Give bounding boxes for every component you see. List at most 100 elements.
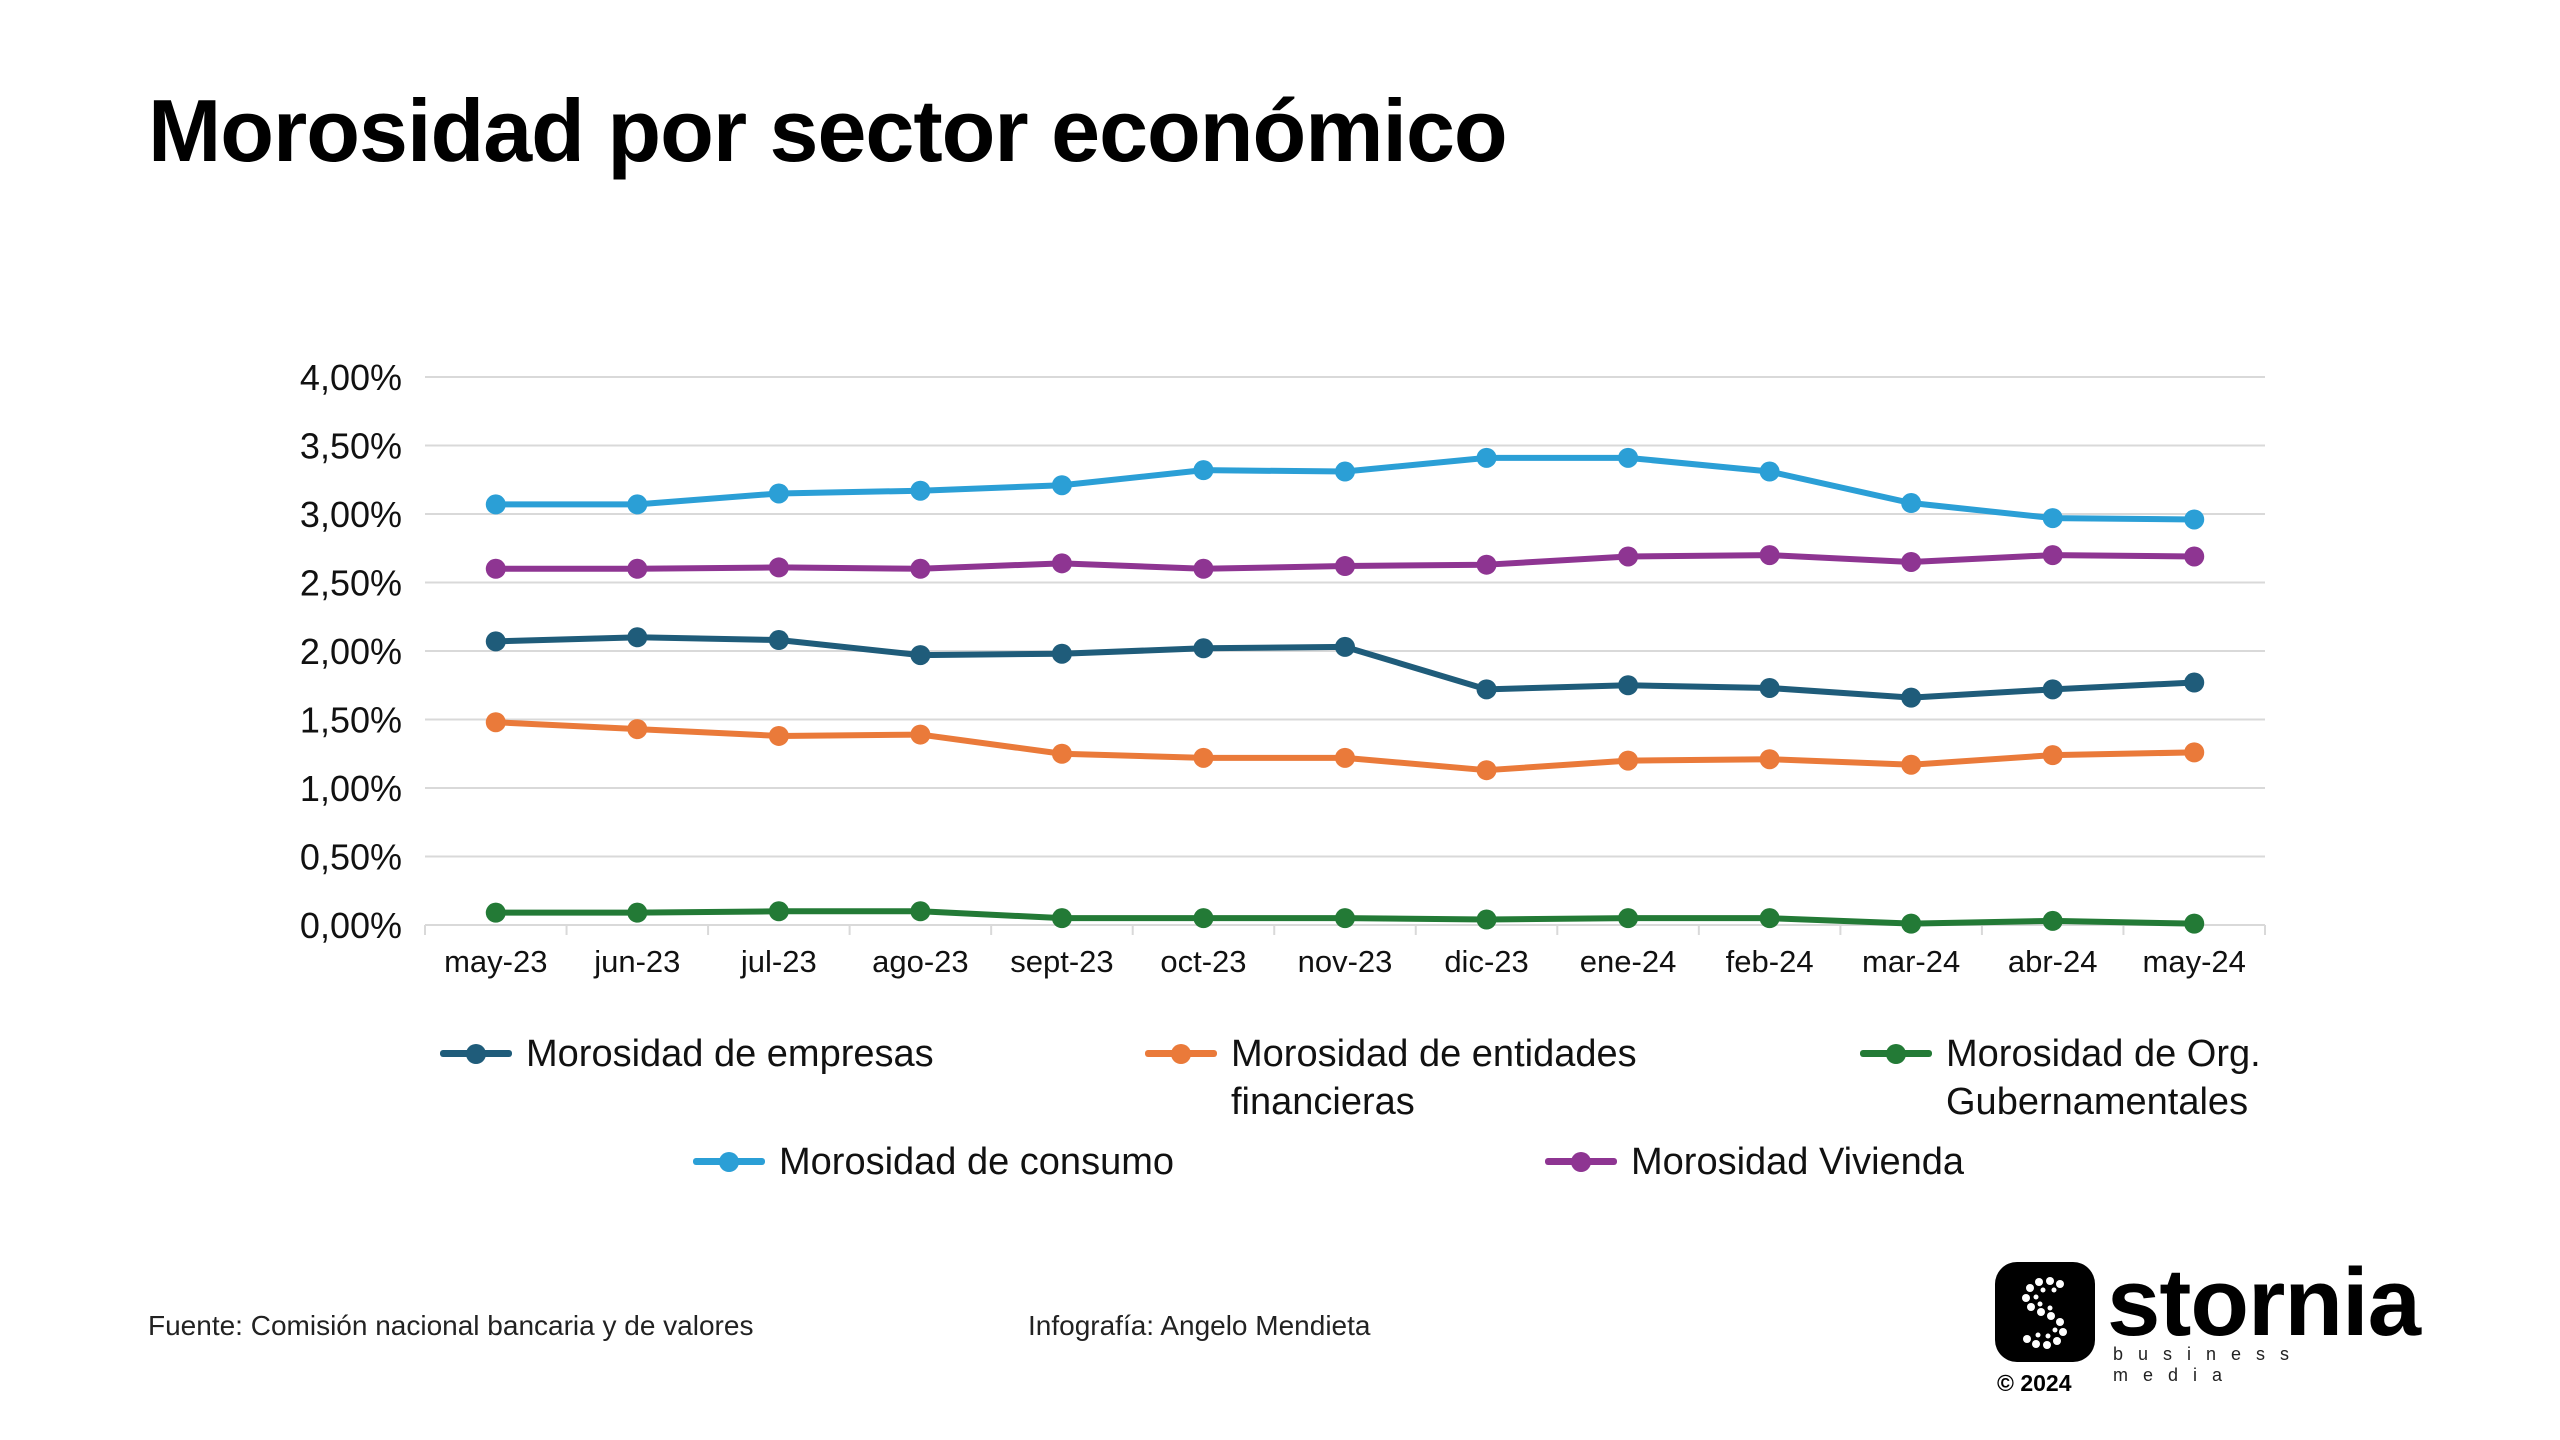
stornia-logo-icon: [1995, 1262, 2095, 1362]
data-point: [768, 725, 789, 746]
data-point: [1476, 447, 1497, 468]
y-tick-label: 3,00%: [300, 494, 402, 535]
data-point: [1335, 636, 1355, 657]
data-point: [2184, 913, 2205, 934]
x-tick-label: may-24: [2143, 944, 2246, 979]
data-point: [2042, 545, 2063, 566]
chart-gridlines: [425, 376, 2265, 926]
logo-wordmark: stornia: [2107, 1249, 2421, 1356]
data-point: [1901, 551, 1922, 572]
data-point: [1193, 747, 1214, 768]
data-point: [2042, 679, 2063, 700]
data-point: [910, 480, 931, 501]
data-point: [2184, 546, 2205, 567]
x-tick-label: sept-23: [1010, 944, 1113, 979]
data-point: [1335, 461, 1355, 482]
y-tick-label: 1,00%: [300, 768, 402, 809]
data-point: [768, 557, 789, 578]
data-point: [910, 645, 931, 666]
data-point: [2042, 745, 2063, 766]
data-point: [627, 558, 648, 579]
x-tick-label: jul-23: [740, 944, 817, 979]
data-point: [1476, 909, 1497, 930]
data-point: [910, 558, 931, 579]
stornia-logo: stornia business media © 2024: [1995, 1249, 2435, 1402]
data-point: [485, 712, 506, 733]
data-point: [1051, 743, 1072, 764]
data-point: [2042, 910, 2063, 931]
x-tick-label: ene-24: [1580, 944, 1677, 979]
data-point: [768, 901, 789, 922]
series-1: [485, 712, 2205, 781]
series-3: [485, 447, 2205, 530]
data-point: [1759, 461, 1780, 482]
data-point: [1193, 638, 1214, 659]
series-0: [485, 627, 2205, 708]
x-tick-label: jun-23: [593, 944, 680, 979]
data-point: [1051, 643, 1072, 664]
data-point: [1193, 908, 1214, 929]
data-point: [2184, 742, 2205, 763]
x-tick-label: nov-23: [1298, 944, 1393, 979]
x-tick-label: may-23: [444, 944, 547, 979]
page-title: Morosidad por sector económico: [148, 81, 1508, 180]
data-point: [1759, 545, 1780, 566]
credit-note: Infografía: Angelo Mendieta: [1028, 1310, 1371, 1341]
data-point: [1901, 913, 1922, 934]
data-point: [1759, 908, 1780, 929]
data-point: [2184, 509, 2205, 530]
y-tick-label: 2,00%: [300, 631, 402, 672]
x-tick-label: abr-24: [2008, 944, 2098, 979]
x-tick-label: ago-23: [872, 944, 969, 979]
data-point: [627, 902, 648, 923]
data-point: [1901, 687, 1922, 708]
data-point: [1476, 554, 1497, 575]
data-point: [1051, 475, 1072, 496]
y-tick-label: 0,00%: [300, 905, 402, 946]
source-note: Fuente: Comisión nacional bancaria y de …: [148, 1310, 754, 1341]
chart-axes: 0,00% 0,50% 1,00% 1,50% 2,00% 2,50% 3,00% 3,50%…: [300, 357, 2266, 979]
data-point: [1759, 749, 1780, 770]
y-tick-label: 0,50%: [300, 837, 402, 878]
data-point: [768, 483, 789, 504]
data-point: [1193, 460, 1214, 481]
data-point: [485, 902, 506, 923]
data-point: [1901, 493, 1922, 514]
data-point: [1193, 558, 1214, 579]
data-point: [627, 494, 648, 515]
data-point: [1051, 553, 1072, 574]
logo-tagline: business media: [2113, 1344, 2305, 1385]
copyright-text: © 2024: [1997, 1370, 2072, 1396]
data-point: [627, 627, 648, 648]
data-point: [1759, 677, 1780, 698]
data-point: [1051, 908, 1072, 929]
data-point: [768, 630, 789, 651]
data-point: [2184, 672, 2205, 693]
data-point: [1618, 447, 1639, 468]
data-point: [1618, 750, 1639, 771]
data-point: [627, 719, 648, 740]
data-point: [910, 724, 931, 745]
x-tick-label: oct-23: [1160, 944, 1246, 979]
data-point: [1335, 908, 1355, 929]
data-point: [1335, 556, 1355, 577]
data-point: [1618, 675, 1639, 696]
y-tick-label: 4,00%: [300, 357, 402, 398]
chart-series: [485, 447, 2205, 934]
data-point: [1335, 747, 1355, 768]
x-tick-label: mar-24: [1862, 944, 1960, 979]
data-point: [1901, 754, 1922, 775]
series-2: [485, 901, 2205, 934]
y-tick-label: 2,50%: [300, 563, 402, 604]
data-point: [1618, 546, 1639, 567]
data-point: [1618, 908, 1639, 929]
x-tick-label: dic-23: [1444, 944, 1528, 979]
s-dots-icon: [2022, 1277, 2067, 1349]
data-point: [2042, 508, 2063, 529]
x-tick-label: feb-24: [1726, 944, 1814, 979]
data-point: [485, 558, 506, 579]
data-point: [910, 901, 931, 922]
data-point: [485, 631, 506, 652]
y-tick-label: 1,50%: [300, 700, 402, 741]
data-point: [1476, 679, 1497, 700]
